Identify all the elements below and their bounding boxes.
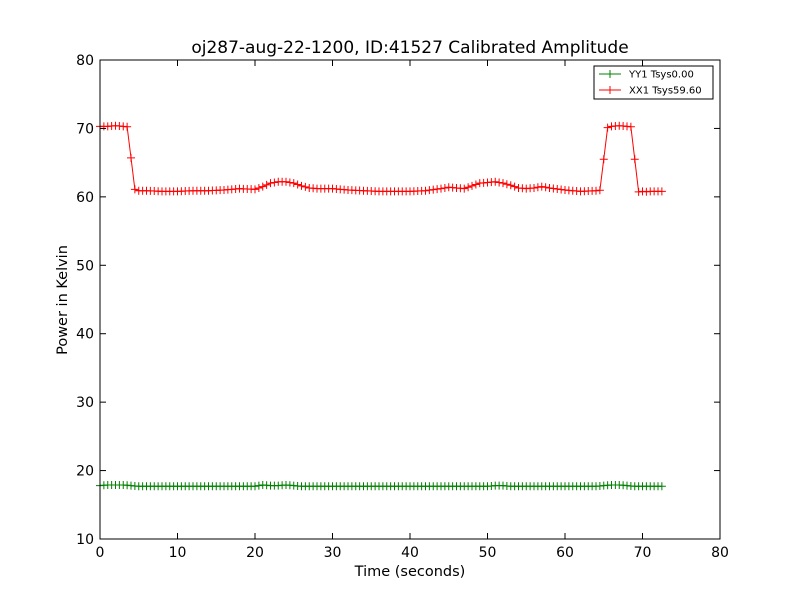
data-point (599, 155, 608, 164)
legend-label-yy1: YY1 Tsys0.00 (628, 70, 694, 81)
data-point (127, 153, 135, 162)
legend-marker-yy1 (606, 70, 614, 78)
x-tick-label: 20 (246, 545, 264, 561)
data-point (282, 177, 290, 186)
data-point (499, 179, 507, 188)
data-point (301, 182, 310, 191)
series-yy1 (96, 480, 666, 491)
data-point (533, 183, 542, 192)
data-point (440, 183, 449, 192)
data-point (553, 184, 562, 193)
x-tick-label: 0 (96, 545, 105, 561)
data-point (251, 185, 259, 194)
legend: YY1 Tsys0.00 XX1 Tsys59.60 (593, 65, 714, 100)
series-xx1 (96, 121, 666, 196)
data-point (549, 184, 558, 193)
data-point (437, 184, 445, 193)
data-point (468, 181, 476, 190)
data-point (657, 482, 666, 491)
data-point (297, 181, 306, 190)
data-point (471, 180, 480, 189)
data-point (433, 185, 442, 194)
y-axis: 10 20 30 40 50 60 70 80 (76, 53, 720, 548)
data-point (537, 182, 546, 191)
data-point (603, 123, 612, 132)
y-tick-label: 60 (76, 190, 94, 206)
data-point (557, 185, 566, 194)
x-tick-label: 60 (556, 545, 574, 561)
y-tick-label: 40 (76, 327, 94, 343)
legend-box (593, 65, 714, 100)
data-point (630, 155, 639, 164)
plot-area (100, 60, 720, 539)
y-tick-label: 50 (76, 258, 94, 274)
data-point (289, 179, 298, 188)
plot-background (100, 60, 720, 539)
data-point (491, 177, 500, 186)
data-point (421, 186, 430, 195)
data-point (262, 180, 271, 189)
data-point (541, 183, 550, 192)
y-tick-label: 80 (76, 53, 94, 69)
x-tick-label: 30 (324, 545, 342, 561)
y-axis-label: Power in Kelvin (55, 245, 71, 355)
data-point (425, 186, 434, 195)
data-point (285, 178, 294, 187)
series-layer (96, 121, 666, 491)
y-tick-label: 20 (76, 464, 94, 480)
data-point (506, 181, 515, 190)
data-point (251, 482, 259, 491)
data-point (460, 184, 469, 193)
chart-title: oj287-aug-22-1200, ID:41527 Calibrated A… (191, 38, 628, 58)
data-point (595, 186, 604, 195)
data-point (293, 180, 302, 189)
legend-label-xx1: XX1 Tsys59.60 (629, 86, 702, 97)
data-point (254, 183, 263, 192)
data-point (545, 183, 554, 192)
data-point (634, 187, 643, 196)
data-point (429, 185, 438, 194)
x-tick-label: 50 (479, 545, 497, 561)
data-point (266, 179, 275, 188)
data-point (626, 122, 635, 131)
data-point (502, 180, 511, 189)
data-point (530, 183, 538, 192)
data-point (254, 481, 263, 490)
data-point (258, 182, 267, 191)
legend-marker-xx1 (606, 86, 614, 94)
data-point (464, 183, 473, 192)
data-point (657, 187, 666, 196)
x-tick-label: 40 (401, 545, 419, 561)
data-point (495, 178, 504, 187)
y-tick-label: 10 (76, 532, 94, 548)
x-axis-label: Time (seconds) (354, 564, 466, 580)
y-tick-label: 70 (76, 121, 94, 137)
x-tick-label: 70 (634, 545, 652, 561)
x-tick-label: 80 (711, 545, 729, 561)
y-tick-label: 30 (76, 395, 94, 411)
data-point (510, 182, 519, 191)
x-axis: 0 10 20 30 40 50 60 70 80 (96, 60, 729, 561)
data-point (270, 178, 279, 187)
data-point (123, 122, 132, 131)
data-point (130, 185, 139, 194)
x-tick-label: 10 (169, 545, 187, 561)
